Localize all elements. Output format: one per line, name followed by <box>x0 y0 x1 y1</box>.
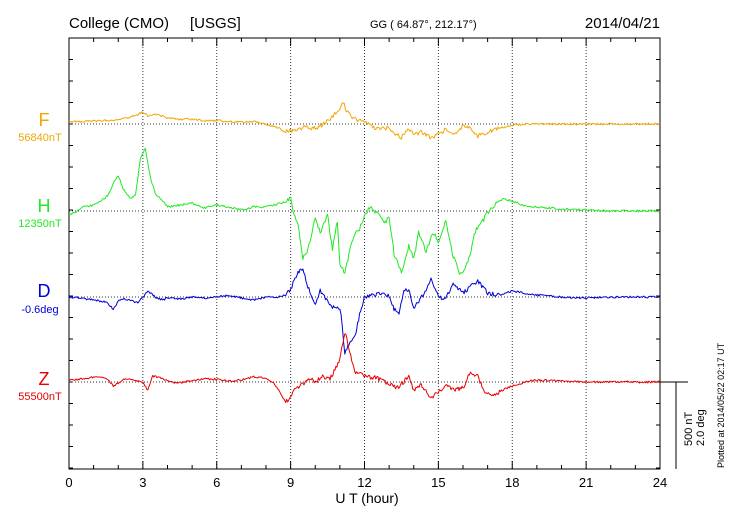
x-tick-label-21: 21 <box>579 475 593 490</box>
date-label: 2014/04/21 <box>585 15 660 32</box>
scale-bar: 500 nT 2.0 deg <box>660 381 707 469</box>
x-tick-label-12: 12 <box>357 475 371 490</box>
x-axis-label: U T (hour) <box>335 490 398 506</box>
station-title: College (CMO) <box>69 15 169 32</box>
series-baseline-h: 12350nT <box>18 218 62 230</box>
x-tick-label-0: 0 <box>65 475 72 490</box>
baselines <box>69 123 660 383</box>
series-name-h: H <box>38 196 51 216</box>
x-tick-label-18: 18 <box>505 475 519 490</box>
series-baseline-f: 56840nT <box>18 132 62 144</box>
series-lines <box>68 102 661 403</box>
source-label: [USGS] <box>190 15 241 32</box>
scale-nt-label: 500 nT <box>683 411 695 446</box>
series-line-h <box>68 147 661 275</box>
series-name-f: F <box>39 110 50 130</box>
series-line-f <box>68 102 661 140</box>
axis-ticks <box>68 38 661 469</box>
series-line-d <box>68 268 661 355</box>
series-line-z <box>68 333 661 403</box>
series-baseline-z: 55500nT <box>18 391 62 403</box>
x-tick-label-9: 9 <box>287 475 294 490</box>
coords-label: GG ( 64.87°, 212.17°) <box>370 19 477 31</box>
series-name-z: Z <box>39 369 50 389</box>
x-tick-label-15: 15 <box>431 475 445 490</box>
grid-lines <box>142 38 587 469</box>
series-name-d: D <box>38 281 51 301</box>
scale-deg-label: 2.0 deg <box>695 409 707 446</box>
x-tick-label-3: 3 <box>139 475 146 490</box>
x-tick-labels: 0 3 6 9 12 15 18 21 24 <box>65 475 667 490</box>
x-tick-label-6: 6 <box>213 475 220 490</box>
x-tick-label-24: 24 <box>653 475 667 490</box>
plotted-timestamp: Plotted at 2014/05/22 02:17 UT <box>716 342 726 468</box>
series-baseline-d: -0.6deg <box>21 304 58 316</box>
series-labels: F 56840nT H 12350nT D -0.6deg Z 55500nT <box>18 110 62 403</box>
